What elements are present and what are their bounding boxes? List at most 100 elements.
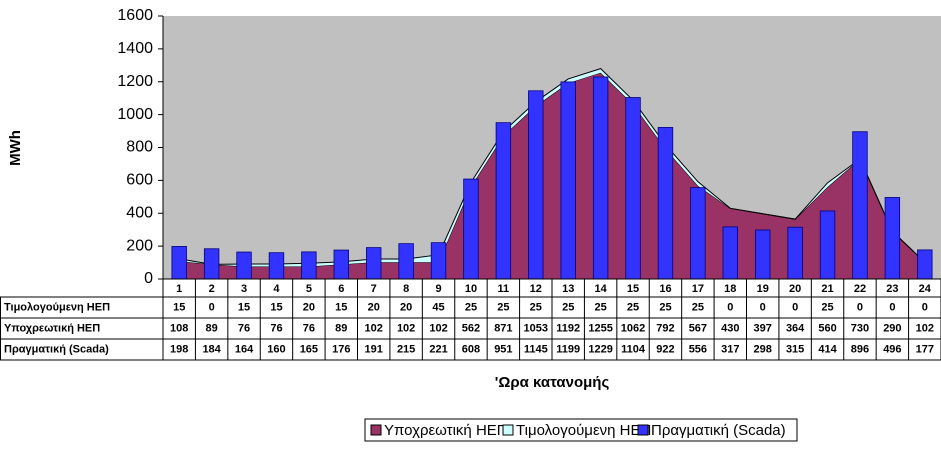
table-value: 896 [851,343,869,355]
table-value: 1053 [524,322,548,334]
x-tick-label: 21 [821,283,833,295]
table-value: 0 [209,301,215,313]
bar [366,247,382,280]
table-value: 176 [332,343,350,355]
x-tick-label: 20 [789,283,801,295]
table-value: 430 [721,322,739,334]
area [179,72,925,279]
bar [203,248,220,280]
x-tick-label: 12 [530,283,542,295]
table-value: 89 [206,322,218,334]
table-value: 556 [689,343,707,355]
x-tick-label: 2 [209,283,215,295]
bar [430,242,447,280]
table-value: 951 [494,343,512,355]
table-value: 25 [465,301,477,313]
legend-swatch [502,424,514,436]
x-tick-label: 6 [338,283,344,295]
table-value: 191 [365,343,383,355]
table-value: 567 [689,322,707,334]
x-tick-label: 24 [919,283,932,295]
table-value: 0 [727,301,733,313]
table-value: 76 [238,322,250,334]
table-value: 76 [303,322,315,334]
y-tick-label: 1200 [117,73,153,90]
table-value: 608 [462,343,480,355]
table-value: 0 [857,301,863,313]
table-value: 25 [692,301,704,313]
x-axis-title: 'Ωρα κατανομής [495,374,610,391]
bar [884,197,901,280]
y-tick-label: 0 [144,270,153,287]
table-value: 15 [270,301,282,313]
bar [268,252,285,280]
table-value: 25 [530,301,542,313]
table-value: 25 [821,301,833,313]
x-tick-label: 13 [562,283,574,295]
table-value: 25 [562,301,574,313]
table-value: 198 [170,343,188,355]
y-tick-label: 200 [126,237,153,254]
table-value: 165 [300,343,318,355]
table-value: 562 [462,322,480,334]
x-tick-label: 22 [854,283,866,295]
table-value: 317 [721,343,739,355]
bar [560,81,576,280]
table-value: 1145 [524,343,548,355]
row-label: Υποχρεωτική ΗΕΠ [4,322,100,334]
bar [398,243,414,280]
row-label: Πραγματική (Scada) [4,343,109,355]
table-value: 89 [335,322,347,334]
table-value: 215 [397,343,415,355]
table-value: 15 [238,301,250,313]
x-tick-label: 17 [692,283,704,295]
x-tick-label: 18 [724,283,736,295]
bar [301,251,317,280]
bar [819,210,836,280]
y-axis-title: MWh [7,130,24,166]
table-value: 1192 [556,322,580,334]
bar [171,246,187,280]
table-value: 20 [400,301,412,313]
table-value: 0 [889,301,895,313]
table-value: 102 [397,322,415,334]
bar [495,122,512,280]
table-value: 0 [792,301,798,313]
y-tick-label: 400 [126,204,153,221]
x-tick-label: 11 [498,283,510,295]
table-value: 792 [656,322,674,334]
y-tick-label: 1600 [117,7,153,24]
x-tick-label: 1 [176,283,182,295]
y-tick-label: 1000 [117,106,153,123]
table-value: 871 [494,322,512,334]
table-value: 15 [335,301,347,313]
table-value: 922 [656,343,674,355]
x-tick-label: 4 [273,283,280,295]
table-value: 45 [432,301,444,313]
bar [917,249,933,280]
table-value: 0 [922,301,928,313]
x-tick-label: 15 [627,283,639,295]
table-value: 76 [270,322,282,334]
table-value: 1199 [556,343,580,355]
table-value: 496 [883,343,901,355]
bar [690,187,706,280]
bar [722,226,738,280]
bar [787,226,803,280]
bar [528,90,544,280]
bar [333,249,349,280]
x-tick-label: 7 [371,283,377,295]
legend-label: Υποχρεωτική ΗΕΠ [384,422,508,439]
table-value: 20 [303,301,315,313]
table-value: 184 [202,343,221,355]
legend [364,418,798,442]
table-value: 1229 [588,343,612,355]
legend-swatch [637,424,649,436]
table-value: 20 [368,301,380,313]
table-value: 364 [786,322,805,334]
bar [463,178,479,280]
x-tick-label: 9 [435,283,441,295]
table-value: 1062 [621,322,645,334]
x-tick-label: 5 [306,283,312,295]
table-value: 1104 [621,343,646,355]
